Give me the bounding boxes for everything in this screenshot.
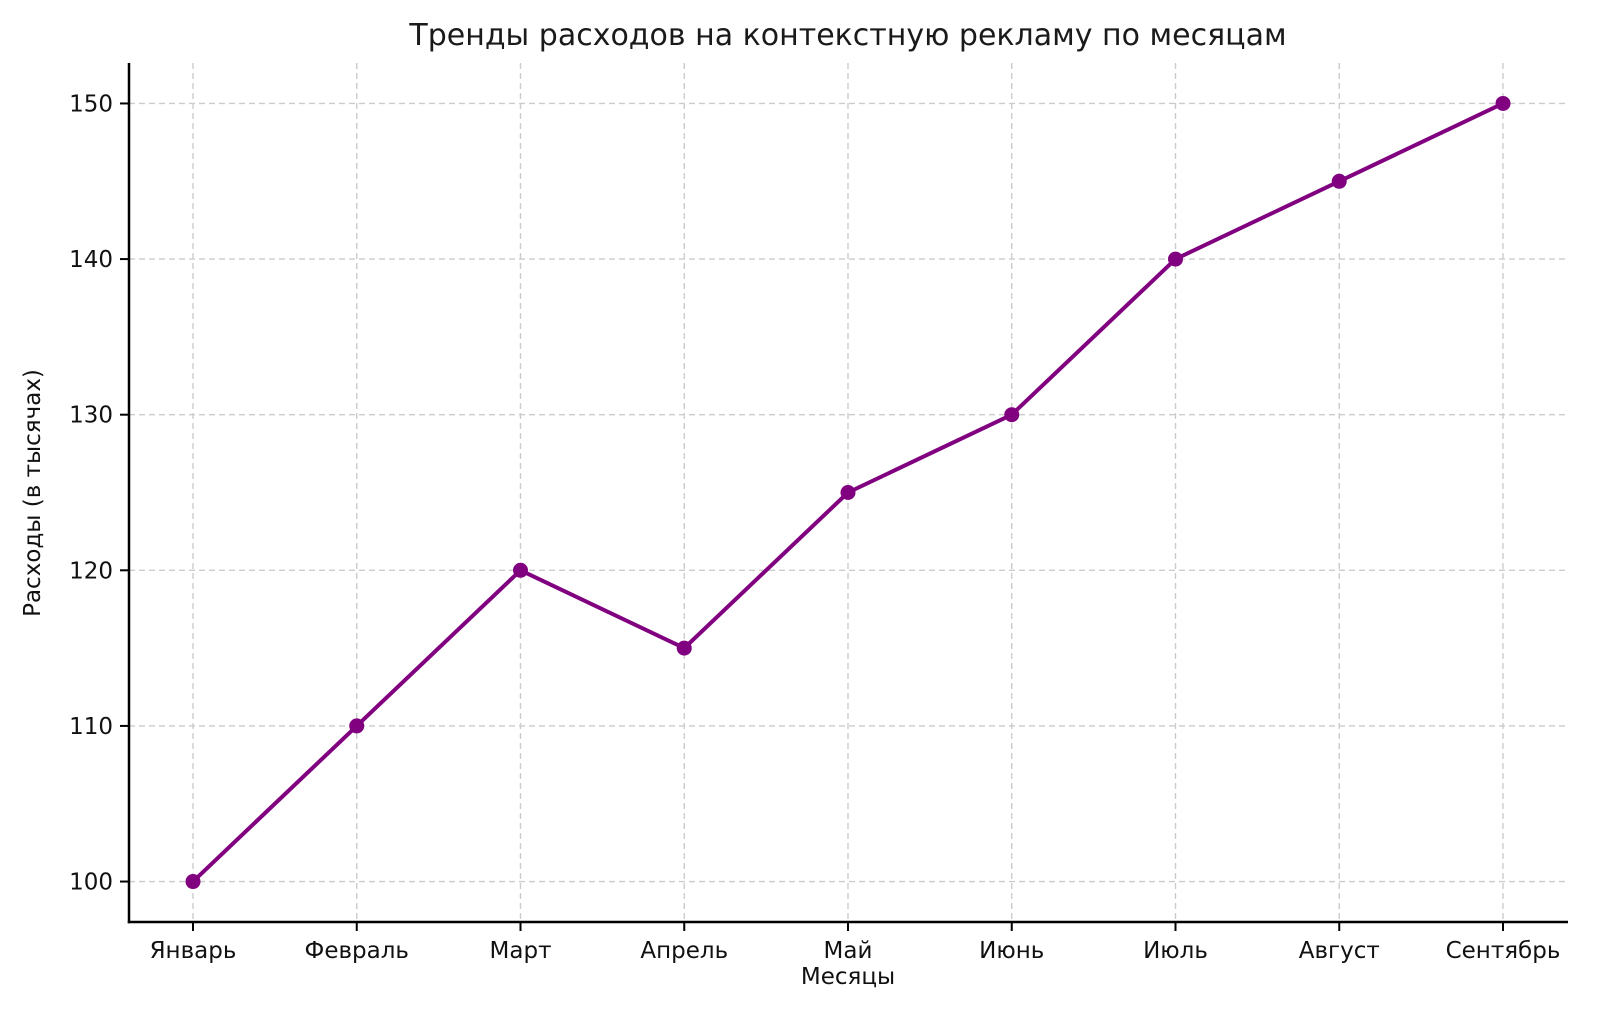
data-point (513, 562, 528, 578)
x-axis-label: Месяцы (801, 964, 895, 990)
axes (120, 63, 1568, 931)
x-tick-label: Август (1299, 938, 1380, 964)
chart-title: Тренды расходов на контекстную рекламу п… (408, 18, 1286, 53)
x-tick-label: Февраль (305, 938, 409, 964)
y-tick-label: 110 (69, 714, 113, 740)
x-tick-label: Март (490, 938, 552, 964)
x-tick-label: Июль (1143, 938, 1208, 964)
y-tick-label: 100 (69, 870, 113, 896)
x-tick-label: Сентябрь (1446, 938, 1561, 964)
x-tick-label: Январь (150, 938, 237, 964)
y-tick-label: 120 (69, 558, 113, 584)
x-tick-label: Апрель (640, 938, 728, 964)
series-expenses-line (185, 95, 1511, 890)
x-tick-label: Июнь (979, 938, 1044, 964)
tick-labels: 100 110 120 130 140 150 Январь Февраль Март Апрел… (69, 91, 1560, 964)
y-axis-label: Расходы (в тысячах) (20, 369, 46, 617)
y-tick-label: 130 (69, 403, 113, 429)
data-point (185, 874, 201, 890)
data-point (1495, 95, 1511, 111)
data-point (1168, 251, 1183, 267)
data-point (676, 640, 692, 656)
data-point (349, 718, 365, 734)
data-point (1004, 407, 1020, 423)
data-point (1331, 173, 1347, 189)
x-tick-label: Май (824, 938, 873, 964)
y-tick-label: 140 (69, 247, 113, 273)
data-point (840, 485, 856, 500)
y-tick-label: 150 (69, 91, 113, 117)
gridlines (129, 63, 1568, 922)
